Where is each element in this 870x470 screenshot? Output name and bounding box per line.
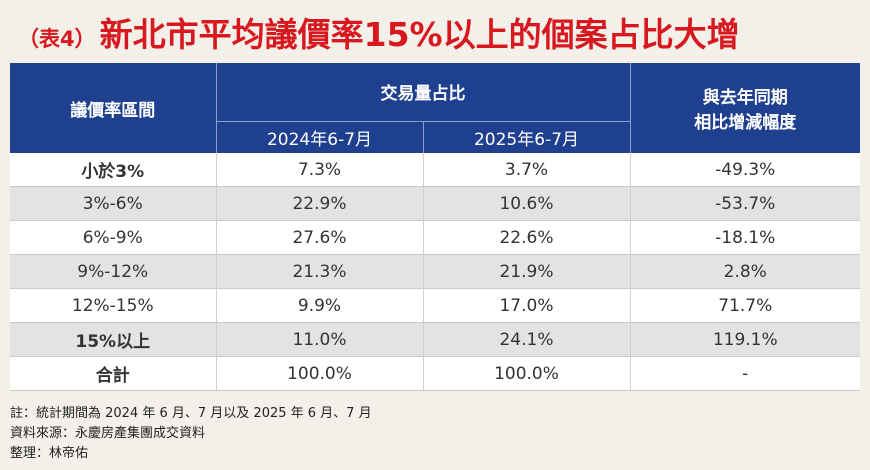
row-range: 6%-9% xyxy=(10,220,216,255)
header-change: 與去年同期 相比增減幅度 xyxy=(629,63,860,153)
row-share-2024: 27.6% xyxy=(215,220,423,255)
row-change: -49.3% xyxy=(629,153,860,187)
row-range: 小於3% xyxy=(10,153,216,187)
table-row: 15%以上 11.0% 24.1% 119.1% xyxy=(10,322,860,357)
row-change: - xyxy=(629,356,860,391)
header-change-line1: 與去年同期 xyxy=(702,88,788,108)
table-row-total: 合計 100.0% 100.0% - xyxy=(10,356,860,391)
row-change: -53.7% xyxy=(629,186,860,221)
row-range: 12%-15% xyxy=(10,288,216,323)
row-change: 119.1% xyxy=(629,322,860,357)
header-change-line2: 相比增減幅度 xyxy=(694,113,797,133)
row-share-2025: 17.0% xyxy=(422,288,630,323)
title-text: 新北市平均議價率15%以上的個案占比大增 xyxy=(99,15,740,54)
row-change: 71.7% xyxy=(629,288,860,323)
table-row: 3%-6% 22.9% 10.6% -53.7% xyxy=(10,186,860,221)
row-share-2024: 100.0% xyxy=(215,356,423,391)
row-share-2024: 9.9% xyxy=(215,288,423,323)
table-row: 12%-15% 9.9% 17.0% 71.7% xyxy=(10,288,860,323)
row-share-2025: 21.9% xyxy=(422,254,630,289)
row-share-2025: 10.6% xyxy=(422,186,630,221)
row-share-2025: 22.6% xyxy=(422,220,630,255)
row-range: 3%-6% xyxy=(10,186,216,221)
header-share: 交易量占比 xyxy=(215,63,630,121)
row-share-2024: 7.3% xyxy=(215,153,423,187)
page-title: （表4） 新北市平均議價率15%以上的個案占比大增 xyxy=(18,8,740,58)
row-range: 15%以上 xyxy=(10,322,216,357)
row-change: -18.1% xyxy=(629,220,860,255)
table-row: 6%-9% 27.6% 22.6% -18.1% xyxy=(10,220,860,255)
row-change: 2.8% xyxy=(629,254,860,289)
note-period: 註：統計期間為 2024 年 6 月、7 月以及 2025 年 6 月、7 月 xyxy=(10,406,372,421)
row-share-2025: 3.7% xyxy=(422,153,630,187)
table-number-tag: （表4） xyxy=(18,27,96,51)
row-range: 9%-12% xyxy=(10,254,216,289)
footnotes: 註：統計期間為 2024 年 6 月、7 月以及 2025 年 6 月、7 月 … xyxy=(10,404,372,464)
row-share-2024: 21.3% xyxy=(215,254,423,289)
row-share-2025: 100.0% xyxy=(422,356,630,391)
note-compiled-by: 整理：林帝佑 xyxy=(10,446,89,461)
note-source: 資料來源：永慶房產集團成交資料 xyxy=(10,426,206,441)
header-period-2025: 2025年6-7月 xyxy=(422,120,630,153)
row-range: 合計 xyxy=(10,356,216,391)
table-row: 小於3% 7.3% 3.7% -49.3% xyxy=(10,153,860,187)
header-period-2024: 2024年6-7月 xyxy=(215,120,423,153)
bargaining-rate-table: 議價率區間 交易量占比 與去年同期 相比增減幅度 2024年6-7月 2025年… xyxy=(10,63,860,391)
row-share-2025: 24.1% xyxy=(422,322,630,357)
row-share-2024: 11.0% xyxy=(215,322,423,357)
table-row: 9%-12% 21.3% 21.9% 2.8% xyxy=(10,254,860,289)
row-share-2024: 22.9% xyxy=(215,186,423,221)
header-range: 議價率區間 xyxy=(10,63,216,153)
